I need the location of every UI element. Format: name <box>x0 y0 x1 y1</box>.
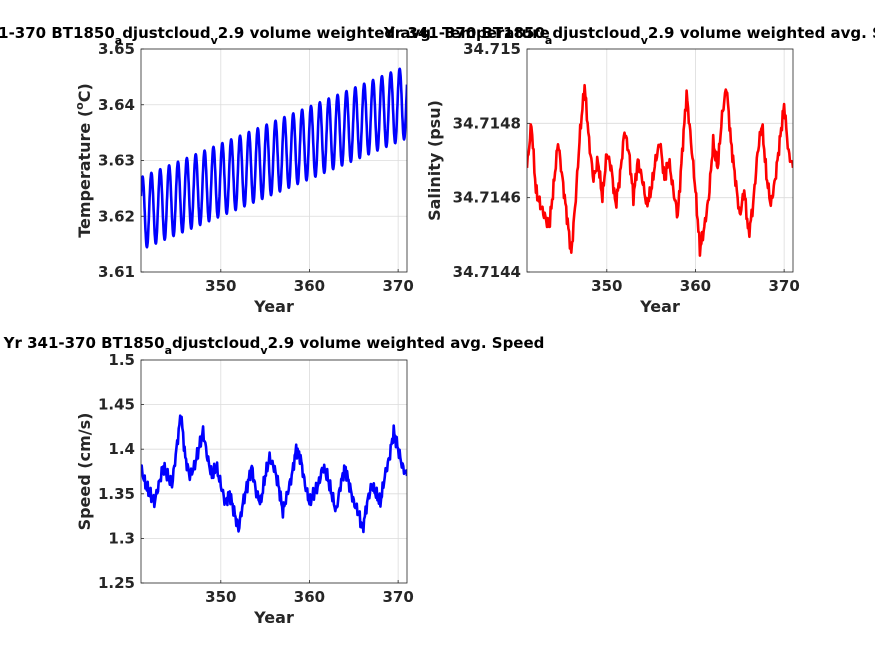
y-axis-label: Temperature (oC) <box>73 83 94 238</box>
x-axis-label: Year <box>253 608 294 627</box>
axes-frame <box>527 49 793 272</box>
series-line <box>141 416 407 532</box>
y-tick-label: 1.4 <box>108 440 135 458</box>
y-tick-label: 1.3 <box>108 529 135 547</box>
y-tick-label: 34.7148 <box>453 114 521 132</box>
x-tick-label: 370 <box>382 277 413 295</box>
chart-title: Yr 341-370 BT1850adjustcloudv2.9 volume … <box>3 334 545 357</box>
y-tick-label: 34.7146 <box>453 189 521 207</box>
x-axis-label: Year <box>253 297 294 316</box>
y-tick-label: 3.64 <box>98 96 135 114</box>
y-axis-label: Speed (cm/s) <box>75 413 94 531</box>
y-tick-label: 34.7144 <box>453 263 521 281</box>
series-line <box>141 69 407 247</box>
y-tick-label: 1.5 <box>108 351 135 369</box>
y-tick-label: 1.25 <box>98 574 135 592</box>
x-tick-label: 370 <box>768 277 799 295</box>
x-axis-label: Year <box>639 297 680 316</box>
x-tick-label: 350 <box>591 277 622 295</box>
chart-title: Yr 341-370 BT1850adjustcloudv2.9 volume … <box>383 24 875 47</box>
x-tick-label: 360 <box>294 588 325 606</box>
y-tick-label: 34.715 <box>463 40 521 58</box>
series-line <box>527 85 793 255</box>
y-tick-label: 3.62 <box>98 207 135 225</box>
x-tick-label: 360 <box>294 277 325 295</box>
y-axis-label: Salinity (psu) <box>425 100 444 221</box>
x-tick-label: 350 <box>205 277 236 295</box>
figure-canvas: 350 360 3703.613.623.633.643.65YearTempera… <box>0 0 875 656</box>
chart-3: 350 360 370 1.25 1.3 1.35 1.4 1.45 1.5 Year Speed … <box>3 334 545 627</box>
y-tick-label: 1.45 <box>98 396 135 414</box>
x-tick-label: 350 <box>205 588 236 606</box>
x-tick-label: 370 <box>382 588 413 606</box>
y-tick-label: 3.61 <box>98 263 135 281</box>
x-tick-label: 360 <box>680 277 711 295</box>
y-tick-label: 1.35 <box>98 485 135 503</box>
chart-2: 350 360 370 34.7144 34.7146 34.7148 34.715 Year… <box>383 24 875 316</box>
y-tick-label: 3.63 <box>98 152 135 170</box>
